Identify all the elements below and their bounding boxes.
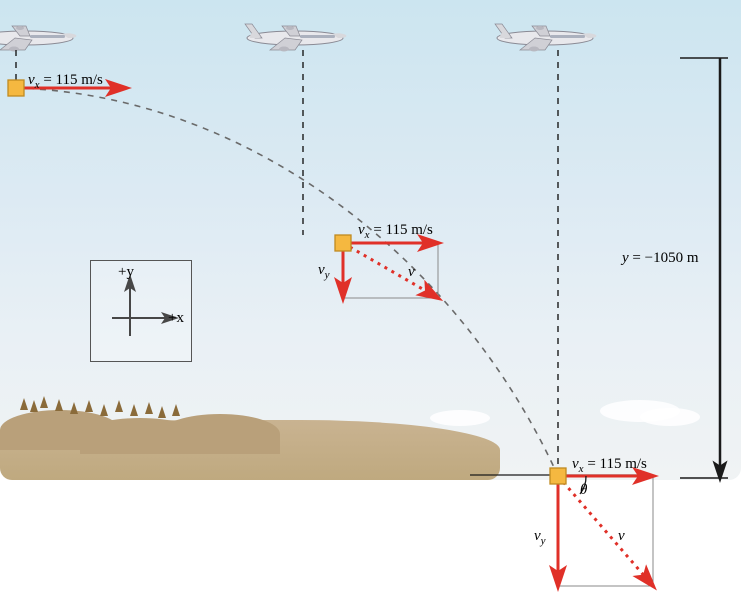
y-height-label: y = −1050 m — [622, 250, 699, 267]
vx-label-1: vx = 115 m/s — [28, 72, 103, 91]
v-label-2: v — [408, 264, 415, 281]
vy-label-3: vy — [534, 528, 546, 547]
vy-label-2: vy — [318, 262, 330, 281]
package-box — [550, 468, 566, 484]
airplane-icon — [0, 24, 76, 52]
airplane-icon — [495, 24, 596, 52]
theta-label: θ — [580, 482, 587, 499]
axis-x-label: +x — [168, 310, 184, 327]
package-box — [8, 80, 24, 96]
v-label-3: v — [618, 528, 625, 545]
y-val: = −1050 m — [632, 250, 698, 266]
axis-y-label: +y — [118, 264, 134, 281]
v-resultant-arrow — [558, 476, 653, 586]
airplane-icon — [245, 24, 346, 52]
vx-label-3: vx = 115 m/s — [572, 456, 647, 475]
vx-label-2: vx = 115 m/s — [358, 222, 433, 241]
package-box — [335, 235, 351, 251]
v-resultant-arrow — [343, 243, 438, 298]
